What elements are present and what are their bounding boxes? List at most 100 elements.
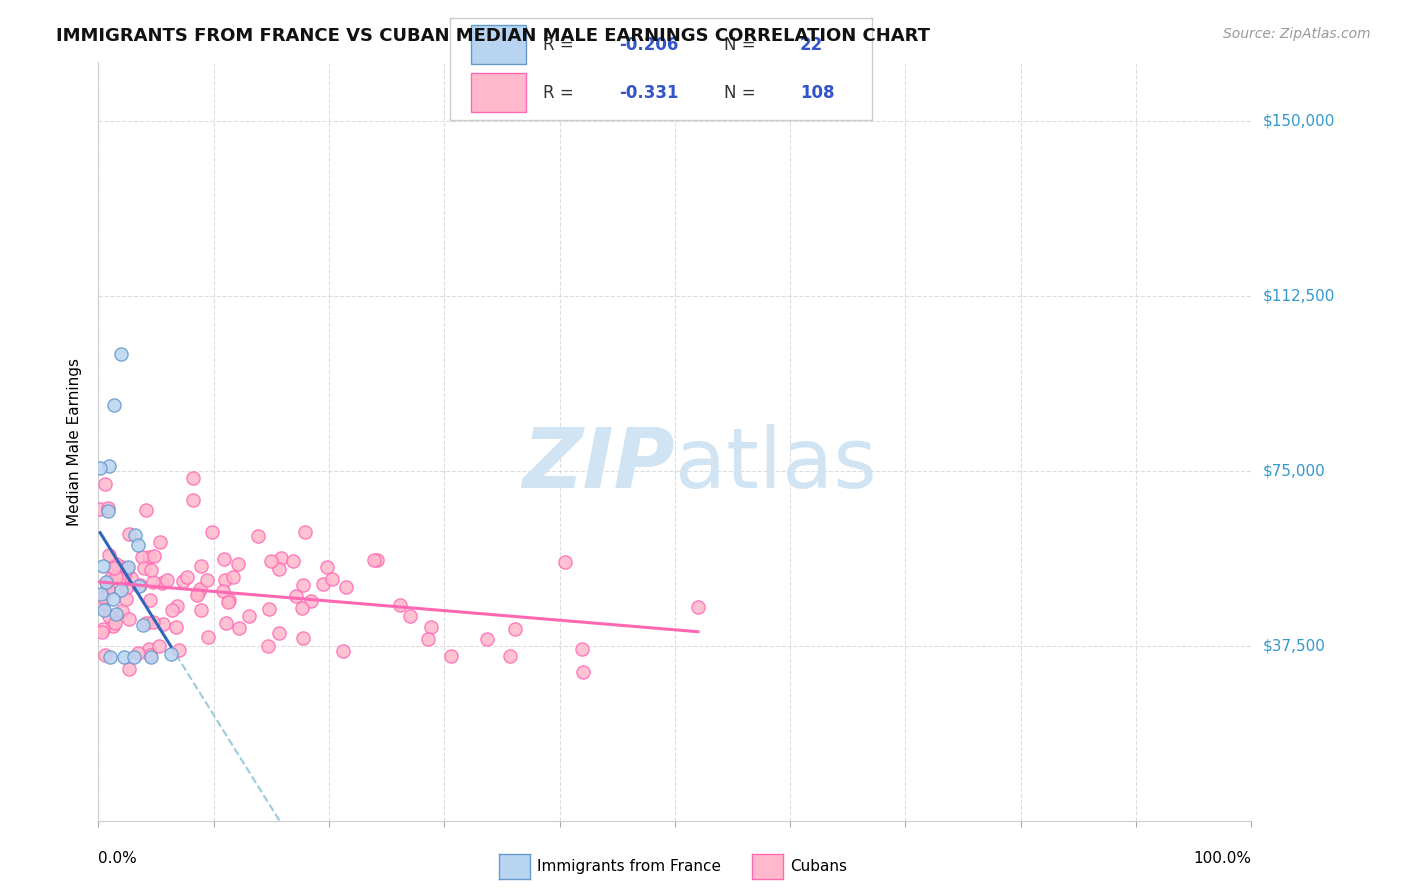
Point [291, 631, 314, 645]
Point [139, 648, 162, 662]
Text: Source: ZipAtlas.com: Source: ZipAtlas.com [1223, 27, 1371, 41]
Text: R =: R = [543, 36, 579, 54]
Point [117, 527, 139, 541]
Point [292, 578, 315, 592]
Text: $37,500: $37,500 [1263, 638, 1326, 653]
Point [89, 502, 111, 516]
Point [269, 626, 291, 640]
Point [150, 576, 173, 591]
Point [257, 639, 280, 653]
Point [416, 632, 439, 646]
FancyBboxPatch shape [471, 25, 526, 64]
Point [197, 630, 219, 644]
Text: -0.331: -0.331 [619, 84, 678, 102]
Point [138, 642, 160, 657]
Point [101, 592, 124, 607]
Point [186, 588, 208, 602]
Point [214, 615, 236, 630]
Text: -0.206: -0.206 [619, 36, 678, 54]
Point [117, 560, 139, 574]
Point [503, 622, 526, 636]
Point [138, 549, 160, 564]
Point [572, 665, 595, 680]
Point [499, 649, 522, 664]
Point [228, 557, 250, 571]
Point [389, 599, 412, 613]
Point [132, 560, 155, 574]
Point [475, 632, 498, 646]
Text: $150,000: $150,000 [1263, 113, 1334, 128]
Point [160, 602, 183, 616]
Point [103, 398, 125, 412]
Point [228, 622, 250, 636]
Point [128, 578, 150, 592]
Point [91, 625, 114, 640]
Point [112, 569, 135, 583]
Point [283, 554, 305, 568]
Point [94, 477, 117, 491]
Point [89, 461, 111, 475]
Point [571, 642, 593, 657]
Point [90, 597, 112, 611]
Point [111, 604, 134, 618]
Point [294, 525, 316, 540]
Point [311, 576, 333, 591]
Point [97, 459, 120, 474]
Point [554, 555, 576, 569]
Point [419, 620, 441, 634]
Point [112, 650, 135, 665]
Point [190, 603, 212, 617]
Point [108, 571, 131, 585]
Point [142, 615, 165, 629]
Point [148, 639, 170, 653]
Point [139, 593, 162, 607]
Point [201, 524, 224, 539]
Point [91, 622, 114, 636]
Point [270, 550, 292, 565]
Point [190, 559, 212, 574]
Point [195, 573, 218, 587]
Text: $112,500: $112,500 [1263, 288, 1334, 303]
Point [335, 580, 357, 594]
Text: N =: N = [724, 84, 761, 102]
Text: 22: 22 [800, 36, 824, 54]
Point [104, 607, 127, 621]
Point [105, 569, 128, 583]
Point [299, 594, 322, 608]
Point [176, 570, 198, 584]
Point [96, 576, 118, 591]
Point [104, 615, 127, 630]
Point [110, 582, 132, 597]
Point [316, 560, 339, 574]
Point [214, 573, 236, 587]
Text: ZIP: ZIP [522, 424, 675, 505]
Point [118, 662, 141, 676]
Point [91, 590, 114, 604]
Text: Immigrants from France: Immigrants from France [537, 859, 721, 873]
Text: R =: R = [543, 84, 579, 102]
Point [211, 583, 233, 598]
Point [97, 582, 120, 597]
Point [149, 534, 172, 549]
Point [188, 582, 211, 597]
Text: atlas: atlas [675, 424, 876, 505]
Point [93, 603, 115, 617]
Point [291, 601, 314, 615]
Point [260, 554, 283, 568]
Point [139, 563, 162, 577]
Point [132, 617, 155, 632]
Point [110, 347, 132, 361]
Point [165, 620, 187, 634]
Point [686, 599, 709, 614]
Point [124, 528, 146, 542]
Point [160, 647, 183, 661]
Point [98, 609, 121, 624]
Point [101, 619, 124, 633]
Point [332, 644, 354, 658]
Point [366, 553, 388, 567]
FancyBboxPatch shape [471, 73, 526, 112]
Point [363, 553, 385, 567]
Text: $75,000: $75,000 [1263, 463, 1326, 478]
Point [142, 575, 165, 590]
Point [238, 608, 260, 623]
